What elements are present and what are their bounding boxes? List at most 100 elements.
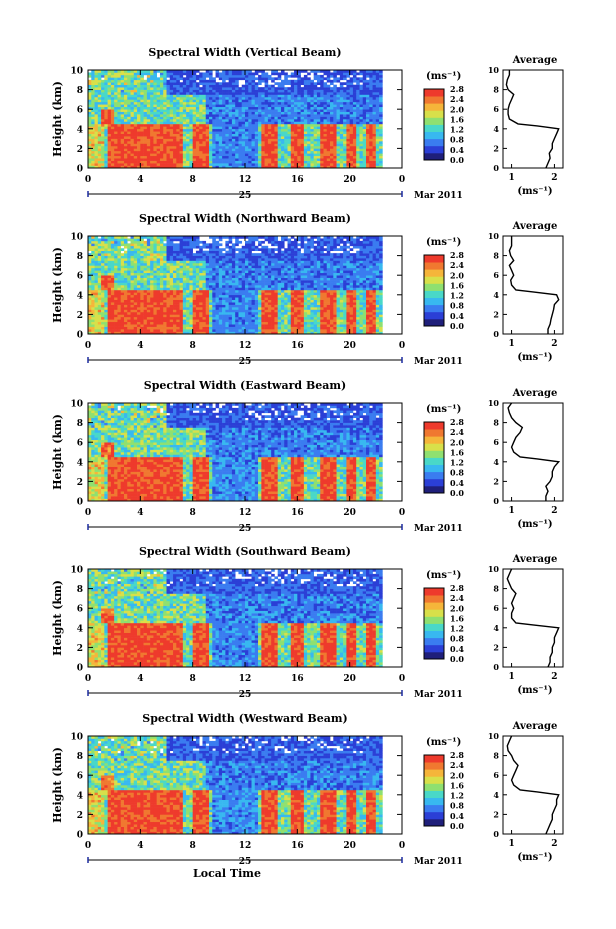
heatmap-cell: [241, 155, 246, 159]
heatmap-cell: [375, 96, 380, 100]
heatmap-cell: [235, 87, 239, 90]
heatmap-cell: [222, 101, 226, 105]
heatmap-cell: [261, 72, 265, 76]
heatmap-cell: [218, 104, 223, 108]
heatmap-cell: [173, 96, 177, 100]
heatmap-cell: [189, 297, 193, 300]
heatmap-cell: [140, 145, 144, 149]
heatmap-cell: [209, 116, 213, 120]
heatmap-cell: [369, 163, 373, 166]
panel-title: Spectral Width (Vertical Beam): [148, 46, 341, 59]
heatmap-cell: [189, 316, 193, 320]
heatmap-cell: [114, 260, 118, 264]
heatmap-cell: [238, 126, 243, 130]
heatmap-cell: [179, 262, 184, 266]
heatmap-cell: [287, 158, 292, 161]
heatmap-cell: [359, 116, 364, 120]
heatmap-cell: [215, 114, 220, 117]
heatmap-cell: [330, 111, 334, 115]
heatmap-cell: [339, 145, 344, 149]
heatmap-cell: [195, 133, 200, 137]
heatmap-cell: [101, 116, 105, 120]
heatmap-cell: [366, 126, 370, 130]
heatmap-cell: [179, 109, 184, 112]
heatmap-cell: [352, 158, 357, 161]
heatmap-cell: [179, 270, 184, 274]
heatmap-cell: [189, 292, 193, 296]
heatmap-cell: [238, 87, 243, 90]
heatmap-cell: [117, 270, 122, 274]
heatmap-cell: [123, 280, 128, 283]
heatmap-cell: [280, 136, 285, 139]
heatmap-cell: [169, 155, 174, 159]
heatmap-cell: [104, 128, 108, 132]
heatmap-cell: [241, 99, 246, 103]
heatmap-cell: [130, 326, 135, 330]
heatmap-cell: [313, 96, 318, 100]
heatmap-cell: [114, 297, 118, 300]
heatmap-cell: [156, 238, 161, 242]
heatmap-cell: [114, 128, 118, 132]
heatmap-cell: [356, 133, 360, 137]
heatmap-cell: [258, 121, 262, 125]
heatmap-cell: [369, 160, 373, 164]
heatmap-cell: [362, 99, 367, 103]
heatmap-cell: [339, 109, 344, 112]
heatmap-cell: [326, 145, 331, 149]
heatmap-cell: [199, 248, 203, 251]
heatmap-cell: [192, 126, 197, 130]
heatmap-cell: [123, 155, 128, 159]
heatmap-cell: [189, 109, 193, 112]
heatmap-cell: [117, 87, 122, 90]
heatmap-cell: [205, 138, 210, 142]
heatmap-cell: [199, 270, 203, 274]
heatmap-cell: [182, 272, 187, 276]
heatmap-cell: [199, 302, 203, 305]
heatmap-cell: [120, 292, 125, 296]
heatmap-cell: [189, 319, 193, 323]
heatmap-cell: [202, 82, 207, 85]
heatmap-cell: [251, 160, 256, 164]
heatmap-cell: [369, 87, 373, 90]
heatmap-cell: [140, 265, 144, 269]
heatmap-cell: [140, 101, 144, 105]
heatmap-cell: [280, 165, 285, 169]
heatmap-cell: [241, 109, 246, 112]
heatmap-cell: [215, 158, 220, 161]
heatmap-cell: [104, 148, 108, 152]
heatmap-cell: [202, 99, 207, 103]
heatmap-cell: [379, 106, 383, 110]
heatmap-cell: [88, 143, 92, 147]
heatmap-cell: [133, 302, 138, 305]
heatmap-cell: [294, 74, 298, 78]
heatmap-cell: [101, 155, 105, 159]
heatmap-cell: [143, 307, 148, 310]
heatmap-cell: [284, 104, 288, 108]
heatmap-cell: [156, 287, 161, 291]
heatmap-cell: [271, 79, 275, 83]
heatmap-cell: [339, 158, 344, 161]
heatmap-cell: [166, 245, 171, 249]
heatmap-cell: [323, 138, 328, 142]
heatmap-cell: [173, 307, 177, 310]
heatmap-cell: [271, 133, 275, 137]
heatmap-cell: [320, 136, 324, 139]
heatmap-cell: [88, 287, 92, 291]
heatmap-cell: [251, 143, 256, 147]
heatmap-cell: [316, 99, 321, 103]
heatmap-cell: [150, 131, 154, 134]
heatmap-cell: [88, 155, 92, 159]
heatmap-cell: [179, 141, 184, 144]
heatmap-cell: [133, 331, 138, 335]
heatmap-cell: [169, 70, 174, 73]
heatmap-cell: [166, 148, 171, 152]
x-tick-label: 8: [190, 175, 196, 185]
heatmap-cell: [143, 119, 148, 122]
heatmap-cell: [346, 82, 350, 85]
heatmap-cell: [182, 292, 187, 296]
heatmap-cell: [156, 84, 161, 88]
heatmap-cell: [313, 101, 318, 105]
heatmap-cell: [114, 119, 118, 122]
heatmap-cell: [280, 79, 285, 83]
heatmap-cell: [310, 145, 314, 149]
